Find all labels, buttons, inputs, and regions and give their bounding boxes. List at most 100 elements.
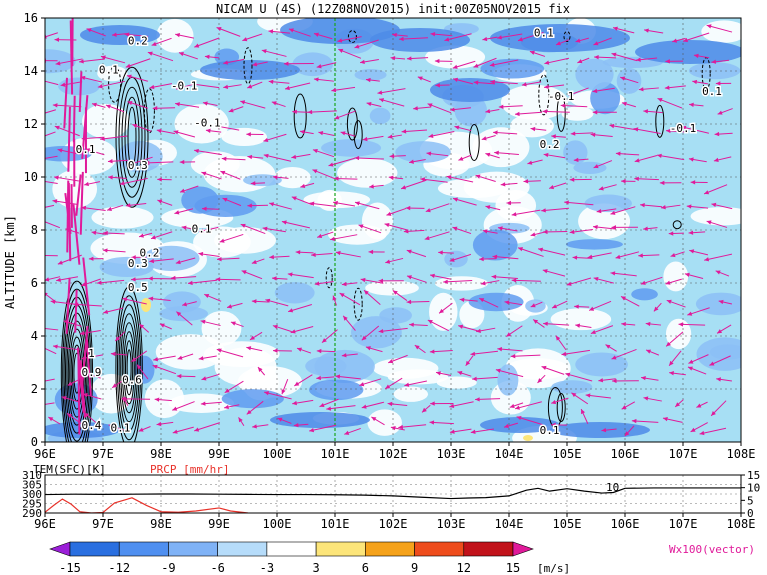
wind-vector-head	[139, 233, 144, 238]
wind-vector-head	[590, 132, 596, 137]
lower-left-tick-label: 295	[22, 498, 42, 511]
wind-vector-head	[335, 374, 341, 379]
wind-vector-strong	[77, 356, 81, 435]
wind-vector-head	[378, 278, 384, 283]
wind-vector-head	[636, 57, 641, 62]
shade-blob-white	[505, 348, 571, 389]
wind-vector-strong	[74, 289, 78, 333]
wind-vector-head	[337, 38, 343, 43]
wind-vector-head	[506, 332, 512, 337]
wind-vector-head	[201, 376, 207, 381]
wind-vector-head	[263, 153, 269, 159]
wind-vector	[511, 209, 541, 216]
wind-vector-head	[198, 251, 204, 257]
wind-vector-head	[199, 228, 204, 233]
wind-vector-head	[573, 157, 579, 163]
wind-vector-head	[641, 376, 646, 381]
contour-label: 0.1	[702, 85, 722, 98]
wind-vector	[489, 59, 519, 67]
wind-vector-head	[299, 129, 305, 135]
wind-vector-head	[205, 128, 211, 133]
wind-vector-head	[706, 220, 712, 225]
wind-vector-head	[634, 158, 640, 163]
wind-vector-head	[355, 201, 360, 206]
wind-vector-head	[360, 59, 365, 65]
wind-vector	[378, 327, 408, 333]
wind-vector-head	[482, 229, 488, 234]
shade-blob-white	[393, 386, 429, 402]
chart-title: NICAM U (4S) (12Z08NOV2015) init:00Z05NO…	[216, 2, 570, 16]
lower-x-tick-label: 97E	[92, 517, 114, 531]
contour-line	[468, 124, 480, 162]
wind-vector-head	[704, 190, 710, 195]
wind-vector-head	[693, 53, 699, 59]
wind-vector	[281, 220, 310, 229]
shade-blob-blue	[480, 58, 545, 79]
wind-vector-head	[288, 28, 294, 33]
shade-blob-blue	[497, 364, 519, 396]
wind-vector-strong	[65, 277, 71, 334]
wind-vector-head	[181, 225, 187, 230]
wind-vector-head	[414, 345, 420, 350]
colorbar-swatch	[463, 541, 514, 557]
wind-vector-head	[659, 180, 665, 186]
contour-label: 0.1	[110, 421, 130, 434]
wind-vector-head	[435, 83, 440, 88]
wind-vector-head	[430, 32, 436, 37]
contour-line	[353, 287, 363, 321]
wind-vector-strong	[72, 95, 76, 143]
wind-vector-head	[378, 328, 384, 334]
wind-vector-head	[511, 212, 517, 217]
shade-blob-blue	[194, 194, 257, 217]
wind-vector	[541, 207, 569, 212]
wind-vector-head	[454, 125, 460, 130]
wind-vector-head	[333, 200, 338, 206]
wind-vector-head	[316, 375, 321, 381]
contour-line	[62, 288, 92, 442]
main-plot: 0.20.1-0.1-0.10.10.30.10.20.30.510.90.60…	[30, 18, 741, 442]
wind-vector-head	[312, 149, 318, 154]
wind-vector-head	[523, 179, 529, 184]
wind-vector-strong	[67, 182, 72, 262]
wind-vector-head	[318, 130, 324, 136]
wind-vector-head	[328, 162, 334, 167]
wind-vector-head	[48, 417, 54, 422]
colorbar-swatch	[365, 541, 415, 557]
wind-vector-head	[596, 208, 602, 214]
contour-line	[121, 322, 137, 414]
shade-blob-white	[663, 261, 689, 292]
wind-vector-head	[281, 389, 286, 395]
wind-vector-head	[675, 402, 681, 407]
wind-vector-head	[216, 27, 222, 32]
wind-vector-head	[657, 98, 663, 103]
wind-vector-head	[339, 293, 345, 298]
wind-vector-head	[430, 401, 435, 406]
wind-vector	[446, 175, 474, 183]
wind-vector-head	[332, 295, 337, 301]
wind-vector-head	[295, 250, 301, 255]
colorbar-tick-label: 9	[411, 561, 418, 575]
wind-vector-head	[672, 38, 678, 43]
x-tick-label: 97E	[92, 447, 114, 461]
shade-blob-white	[52, 169, 98, 209]
wind-vector-strong	[79, 360, 87, 418]
shade-blob-blue	[351, 316, 402, 349]
y-tick-label: 14	[24, 64, 38, 78]
wind-vector-head	[683, 37, 689, 43]
wind-vector-head	[572, 255, 578, 260]
wind-vector-strong	[72, 204, 81, 265]
wind-vector-head	[669, 360, 674, 366]
contour-label: 0.1	[76, 143, 96, 156]
wind-vector	[45, 109, 57, 114]
shade-blob-blue	[321, 139, 382, 157]
contour-line	[120, 313, 139, 423]
wind-vector	[377, 88, 406, 94]
wind-vector-head	[224, 388, 230, 393]
wind-shading	[45, 18, 741, 442]
wind-vector-head	[565, 372, 571, 377]
wind-vector-head	[664, 85, 670, 90]
contour-line	[108, 65, 122, 103]
wind-vector-head	[568, 91, 574, 96]
wind-vector-head	[52, 199, 58, 204]
wind-vector-head	[30, 404, 35, 408]
